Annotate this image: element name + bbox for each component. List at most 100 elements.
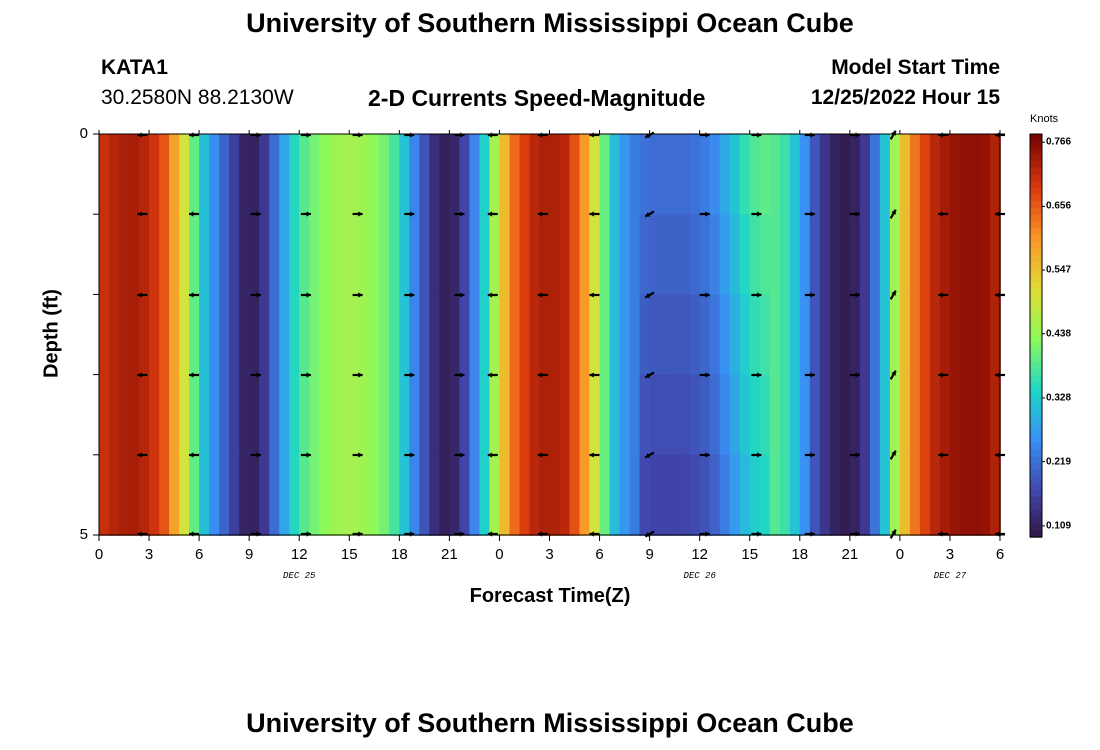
vector-head	[589, 452, 594, 458]
heatmap-cell	[829, 134, 841, 215]
heatmap-cell	[429, 134, 441, 215]
heatmap-cell	[769, 454, 781, 536]
y-tick-label: 5	[79, 526, 88, 543]
heatmap-cell	[649, 374, 661, 456]
heatmap-cell	[429, 294, 441, 376]
heatmap-cell	[159, 374, 170, 456]
heatmap-cell	[389, 214, 401, 296]
heatmap-cell	[349, 214, 361, 296]
heatmap-cell	[949, 134, 961, 215]
heatmap-cell	[439, 134, 451, 215]
heatmap-cell	[829, 454, 841, 536]
heatmap-cell	[929, 374, 941, 456]
vector-head	[189, 292, 194, 298]
vector-head	[410, 452, 415, 458]
heatmap-cell	[549, 454, 561, 536]
heatmap-cell	[699, 294, 711, 376]
heatmap-cell	[869, 214, 881, 296]
heatmap-cell	[599, 214, 611, 296]
page-title: University of Southern Mississippi Ocean…	[246, 8, 854, 38]
heatmap-cell	[589, 294, 601, 376]
heatmap-cell	[529, 134, 541, 215]
heatmap-cell	[709, 134, 721, 215]
heatmap-cell	[759, 454, 771, 536]
heatmap-cell	[449, 134, 461, 215]
heatmap-cell	[970, 454, 981, 536]
heatmap-cell	[289, 374, 300, 456]
heatmap-cell	[189, 294, 200, 376]
heatmap-cell	[409, 454, 421, 536]
heatmap-cell	[809, 134, 821, 215]
heatmap-cell	[199, 134, 210, 215]
heatmap-cell	[109, 294, 120, 376]
heatmap-cell	[99, 374, 110, 456]
vector-head	[810, 211, 815, 217]
x-tick-label: 0	[94, 546, 104, 563]
heatmap-cell	[369, 294, 381, 376]
heatmap-cell	[489, 294, 501, 376]
heatmap-cell	[709, 454, 721, 536]
vector-head	[306, 132, 311, 138]
heatmap-cell	[219, 214, 230, 296]
heatmap-cell	[329, 134, 341, 215]
heatmap-cell	[990, 214, 1001, 296]
vector-head	[256, 372, 261, 378]
heatmap-cell	[179, 374, 190, 456]
heatmap-cell	[499, 214, 511, 296]
heatmap-cell	[99, 134, 110, 215]
heatmap-cell	[970, 134, 981, 215]
heatmap-cell	[549, 374, 561, 456]
vector-head	[891, 290, 896, 296]
heatmap-cell	[519, 294, 531, 376]
heatmap-cell	[579, 294, 591, 376]
vector-head	[189, 531, 194, 537]
heatmap-cell	[689, 454, 701, 536]
heatmap-cell	[919, 214, 931, 296]
heatmap-cell	[529, 214, 541, 296]
heatmap-cell	[619, 374, 631, 456]
vector-head	[256, 132, 261, 138]
heatmap-cell	[909, 214, 921, 296]
heatmap-cell	[819, 374, 831, 456]
heatmap-cell	[529, 374, 541, 456]
heatmap-cell	[449, 374, 461, 456]
heatmap-cell	[869, 134, 881, 215]
heatmap-cell	[579, 454, 591, 536]
vector-head	[256, 452, 261, 458]
vector-head	[137, 211, 142, 217]
x-tick-label: 6	[194, 546, 204, 563]
x-tick-label: 0	[495, 546, 504, 563]
heatmap-cell	[859, 214, 871, 296]
heatmap-cell	[199, 454, 210, 536]
heatmap-cell	[739, 294, 751, 376]
heatmap-cell	[569, 134, 581, 215]
heatmap-cell	[939, 134, 951, 215]
heatmap-cell	[329, 214, 341, 296]
heatmap-cell	[499, 454, 511, 536]
heatmap-cell	[209, 294, 220, 376]
colorbar-segment	[1030, 187, 1042, 196]
vector-head	[705, 211, 710, 217]
heatmap-cell	[249, 454, 260, 536]
x-tick-label: 0	[895, 546, 905, 563]
heatmap-cell	[159, 134, 170, 215]
heatmap-cell	[379, 374, 391, 456]
heatmap-cell	[799, 294, 811, 376]
heatmap-cell	[829, 374, 841, 456]
heatmap-cell	[619, 294, 631, 376]
vector-head	[137, 372, 142, 378]
heatmap-cell	[189, 214, 200, 296]
heatmap-cell	[379, 294, 391, 376]
heatmap-cell	[489, 374, 501, 456]
heatmap-cell	[489, 454, 501, 536]
heatmap-cell	[779, 454, 791, 536]
heatmap-cell	[539, 134, 551, 215]
heatmap-cell	[699, 134, 711, 215]
heatmap-cell	[359, 374, 371, 456]
heatmap-cell	[929, 134, 941, 215]
vector-head	[189, 211, 194, 217]
vector-head	[995, 132, 1000, 138]
vector-head	[757, 452, 762, 458]
vector-head	[460, 132, 465, 138]
heatmap-cell	[149, 374, 160, 456]
